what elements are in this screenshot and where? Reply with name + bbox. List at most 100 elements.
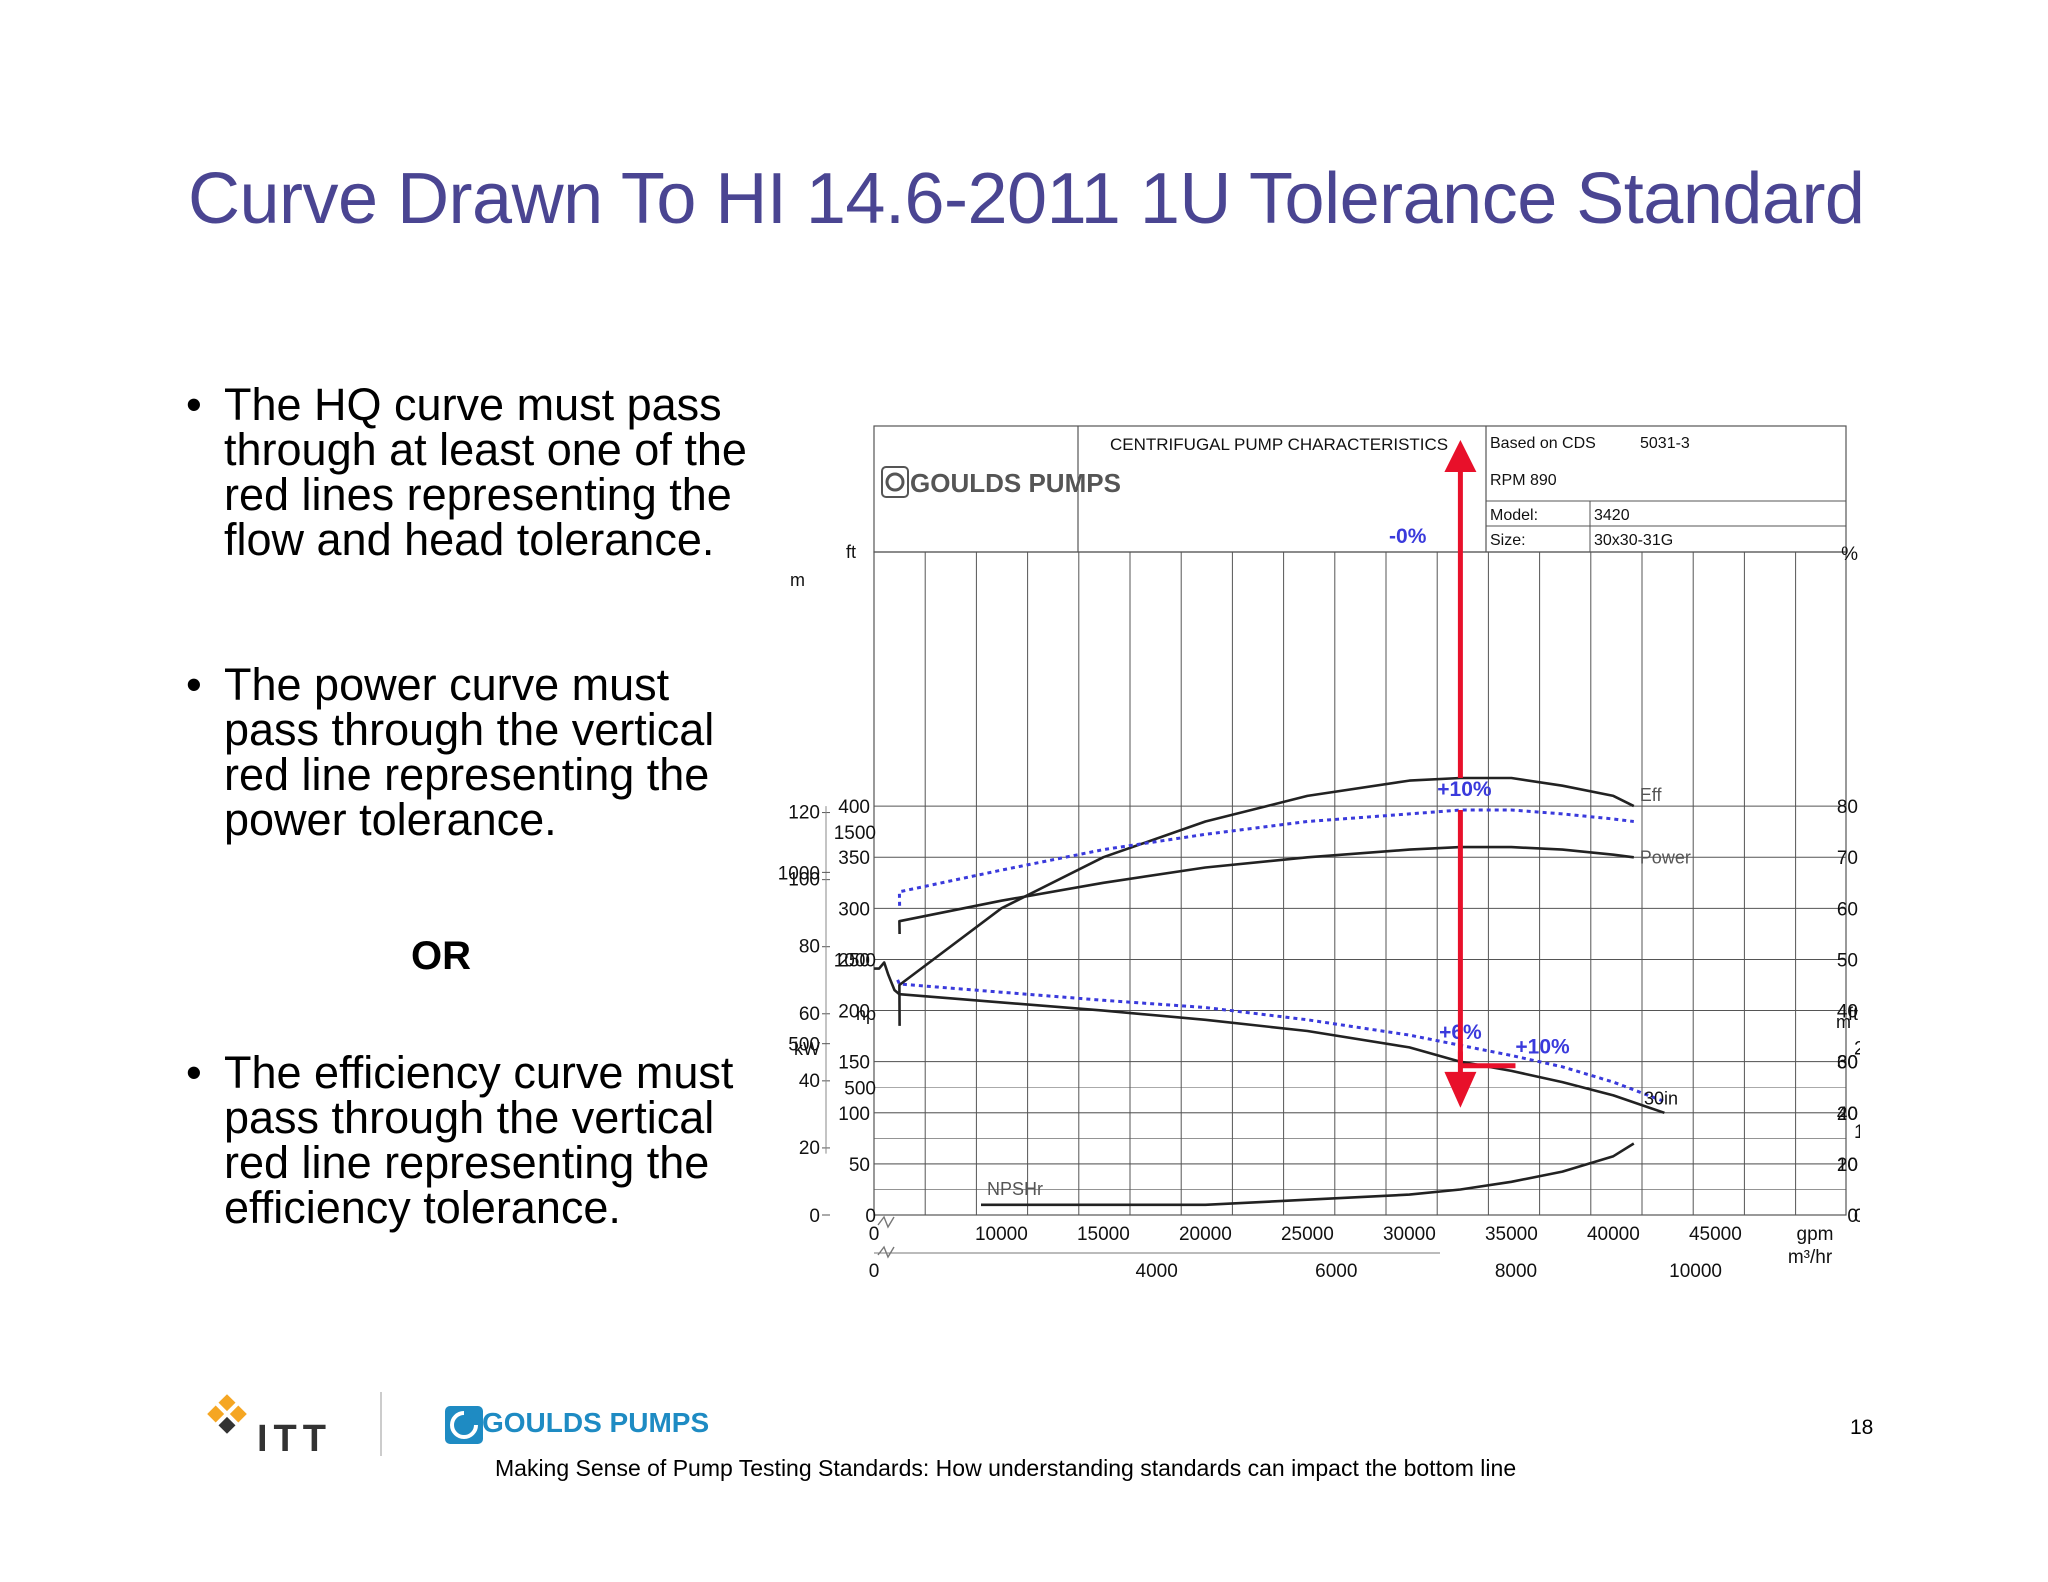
eff-axis-tick: 70 bbox=[1837, 848, 1858, 869]
footer-caption: Making Sense of Pump Testing Standards: … bbox=[495, 1455, 1517, 1481]
head-ft-tick: 150 bbox=[838, 1053, 870, 1074]
power-hp-tick: 0 bbox=[865, 1206, 876, 1227]
head-m-tick: 120 bbox=[788, 803, 820, 824]
itt-logo-text: ITT bbox=[257, 1418, 332, 1460]
power-hp-tick: 1000 bbox=[834, 951, 876, 972]
power-hp-tick: 1500 bbox=[834, 823, 876, 844]
curve-power bbox=[898, 845, 1634, 935]
x-gpm-tick: 20000 bbox=[1179, 1224, 1232, 1245]
eff-axis-tick: 10 bbox=[1837, 1155, 1858, 1176]
bullet-line: red line representing the bbox=[224, 749, 710, 800]
head-m-label: m bbox=[790, 570, 805, 590]
npshr-series-label: NPSHr bbox=[987, 1179, 1043, 1199]
curve-30in bbox=[874, 961, 1665, 1115]
head-ft-tick: 50 bbox=[849, 1155, 870, 1176]
header-based-on-value: 5031-3 bbox=[1640, 435, 1690, 452]
x-m3hr-tick: 0 bbox=[869, 1261, 880, 1282]
slide-title: Curve Drawn To HI 14.6-2011 1U Tolerance… bbox=[188, 159, 1865, 239]
eff-axis-tick: 40 bbox=[1837, 1002, 1858, 1023]
head-m-tick: 100 bbox=[788, 870, 820, 891]
bullet-symbol: • bbox=[186, 379, 202, 430]
or-label: OR bbox=[411, 934, 471, 978]
header-model-value: 3420 bbox=[1594, 507, 1630, 524]
bullet-line: pass through the vertical bbox=[224, 1092, 715, 1143]
power-kw-tick: 500 bbox=[788, 1035, 820, 1056]
power-hp-label: hp bbox=[856, 1004, 876, 1024]
bullet-line: flow and head tolerance. bbox=[224, 514, 715, 565]
header-title: CENTRIFUGAL PUMP CHARACTERISTICS bbox=[1110, 435, 1448, 454]
bullet-symbol: • bbox=[186, 659, 202, 710]
header-logo-text: GOULDS PUMPS bbox=[910, 468, 1121, 498]
x-gpm-tick: 25000 bbox=[1281, 1224, 1334, 1245]
head-m-tick: 40 bbox=[799, 1071, 820, 1092]
bullet-item-power: • The power curve must pass through the ve… bbox=[186, 662, 714, 842]
head-ft-tick: 100 bbox=[838, 1104, 870, 1125]
bullet-line: The HQ curve must pass bbox=[224, 379, 722, 430]
x-m3hr-tick: 6000 bbox=[1315, 1261, 1357, 1282]
head-ft-tick: 200 bbox=[838, 1002, 870, 1023]
x-gpm-tick: 10000 bbox=[975, 1224, 1028, 1245]
x-gpm-label: gpm bbox=[1797, 1224, 1834, 1245]
axis-break-icon bbox=[877, 1215, 895, 1229]
hq-series-label: 30in bbox=[1644, 1089, 1678, 1109]
power-tolerance-label: +10% bbox=[1437, 778, 1492, 801]
bullet-symbol: • bbox=[186, 1047, 202, 1098]
x-gpm-tick: 45000 bbox=[1689, 1224, 1742, 1245]
x-gpm-tick: 40000 bbox=[1587, 1224, 1640, 1245]
power-kw-tick: 1000 bbox=[778, 863, 820, 884]
head-m-tick: 60 bbox=[799, 1004, 820, 1025]
pump-curve-chart: GOULDS PUMPS CENTRIFUGAL PUMP CHARACTERIS… bbox=[778, 425, 1860, 1282]
head-ft-tick: 250 bbox=[838, 950, 870, 971]
power-kw-tick: 0 bbox=[809, 1206, 820, 1227]
eff-axis-tick: 60 bbox=[1837, 899, 1858, 920]
bullet-line: red line representing the bbox=[224, 1137, 710, 1188]
npsh-ft-tick: 20 bbox=[1837, 1155, 1858, 1176]
bullet-line: The power curve must bbox=[224, 659, 670, 710]
plot-frame bbox=[873, 551, 1847, 1216]
header-logo-icon bbox=[881, 466, 909, 498]
power-series-label: Power bbox=[1640, 847, 1691, 867]
head-ft-tick: 350 bbox=[838, 848, 870, 869]
eff-tolerance-label: -0% bbox=[1389, 525, 1427, 548]
npsh-m-tick: 10 bbox=[1854, 1122, 1860, 1143]
header-logo-swirl bbox=[885, 472, 905, 492]
goulds-logo-icon bbox=[445, 1406, 483, 1444]
npsh-ft-tick: 40 bbox=[1837, 1104, 1858, 1125]
tolerance-curve-power_hp bbox=[897, 808, 1634, 906]
eff-axis-tick: 80 bbox=[1837, 797, 1858, 818]
chart-header-frame bbox=[873, 425, 1847, 553]
eff-arrow-up-icon bbox=[1444, 440, 1477, 472]
eff-axis-label: % bbox=[1841, 544, 1858, 565]
npsh-m-tick: 0 bbox=[1854, 1206, 1860, 1227]
bullet-line: power tolerance. bbox=[224, 794, 557, 845]
npsh-ft-label: ft bbox=[1848, 1004, 1858, 1024]
x-m3hr-label: m³/hr bbox=[1788, 1247, 1833, 1268]
x-gpm-tick: 0 bbox=[869, 1224, 880, 1245]
npsh-m-label: m bbox=[1836, 1012, 1851, 1032]
x-m3hr-tick: 4000 bbox=[1136, 1261, 1178, 1282]
bullet-line: red lines representing the bbox=[224, 469, 732, 520]
npsh-ft-tick: 0 bbox=[1847, 1206, 1858, 1227]
bullet-line: through at least one of the bbox=[224, 424, 747, 475]
curve-npshr bbox=[981, 1142, 1635, 1207]
head-ft-tick: 400 bbox=[838, 797, 870, 818]
page-number: 18 bbox=[1850, 1416, 1874, 1439]
bullet-line: The efficiency curve must bbox=[224, 1047, 734, 1098]
flow-tolerance-label: +10% bbox=[1515, 1035, 1570, 1058]
npsh-m-tick: 20 bbox=[1854, 1038, 1860, 1059]
x-m3hr-tick: 8000 bbox=[1495, 1261, 1537, 1282]
itt-logo-icon bbox=[207, 1394, 247, 1434]
bullet-line: pass through the vertical bbox=[224, 704, 715, 755]
header-based-on-label: Based on CDS bbox=[1490, 435, 1596, 452]
head-m-tick: 80 bbox=[799, 937, 820, 958]
bullet-line: efficiency tolerance. bbox=[224, 1182, 621, 1233]
power-kw-label: kW bbox=[794, 1039, 820, 1059]
bullet-item-hq: • The HQ curve must pass through at least … bbox=[186, 382, 747, 562]
goulds-logo-text: GOULDS PUMPS bbox=[482, 1407, 710, 1438]
axis-break-icon bbox=[877, 1245, 895, 1259]
eff-axis-tick: 20 bbox=[1837, 1104, 1858, 1125]
x-gpm-tick: 15000 bbox=[1077, 1224, 1130, 1245]
header-size-label: Size: bbox=[1490, 532, 1526, 549]
eff-axis-tick: 50 bbox=[1837, 950, 1858, 971]
eff-axis-tick: 30 bbox=[1837, 1053, 1858, 1074]
